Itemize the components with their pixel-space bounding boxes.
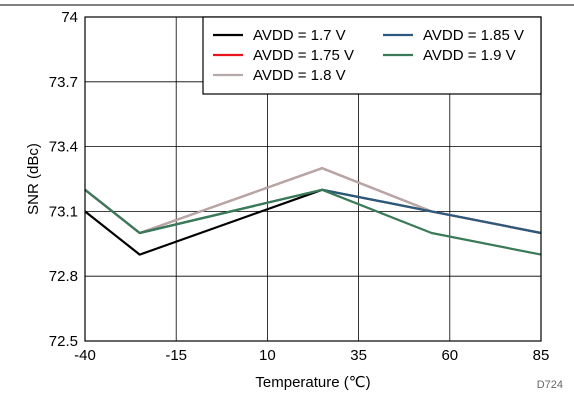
legend-label: AVDD = 1.85 V	[423, 27, 524, 44]
series-line-avdd-1-75-v	[84, 167, 542, 235]
figure-code: D724	[537, 379, 563, 391]
series-line-avdd-1-8-v	[84, 167, 542, 235]
legend-box	[202, 16, 542, 95]
y-tick-labels: 72.5 72.8 73.1 73.4 73.7 74	[49, 9, 78, 350]
x-tick-label: 35	[350, 347, 367, 364]
x-tick-label: 60	[441, 347, 458, 364]
legend-label: AVDD = 1.8 V	[253, 67, 346, 84]
y-tick-label: 73.1	[49, 203, 78, 220]
legend-label: AVDD = 1.9 V	[423, 47, 516, 64]
x-tick-label: -40	[74, 347, 96, 364]
y-tick-label: 72.8	[49, 268, 78, 285]
x-tick-labels: -40 -15 10 35 60 85	[74, 347, 549, 364]
x-axis-label: Temperature (℃)	[255, 374, 370, 391]
y-axis-label: SNR (dBc)	[25, 143, 42, 215]
series-line-avdd-1-9-v	[84, 188, 542, 256]
legend: AVDD = 1.7 V AVDD = 1.85 V AVDD = 1.75 V AV…	[202, 16, 542, 95]
y-tick-label: 73.4	[49, 139, 78, 156]
y-tick-label: 73.7	[49, 74, 78, 91]
legend-label: AVDD = 1.75 V	[253, 47, 354, 64]
x-tick-label: 10	[259, 347, 276, 364]
x-tick-label: 85	[533, 347, 550, 364]
y-tick-label: 74	[61, 9, 78, 26]
series-lines	[84, 167, 542, 256]
series-line-avdd-1-7-v	[84, 188, 542, 256]
x-tick-label: -15	[165, 347, 187, 364]
legend-label: AVDD = 1.7 V	[253, 27, 346, 44]
y-tick-label: 72.5	[49, 333, 78, 350]
